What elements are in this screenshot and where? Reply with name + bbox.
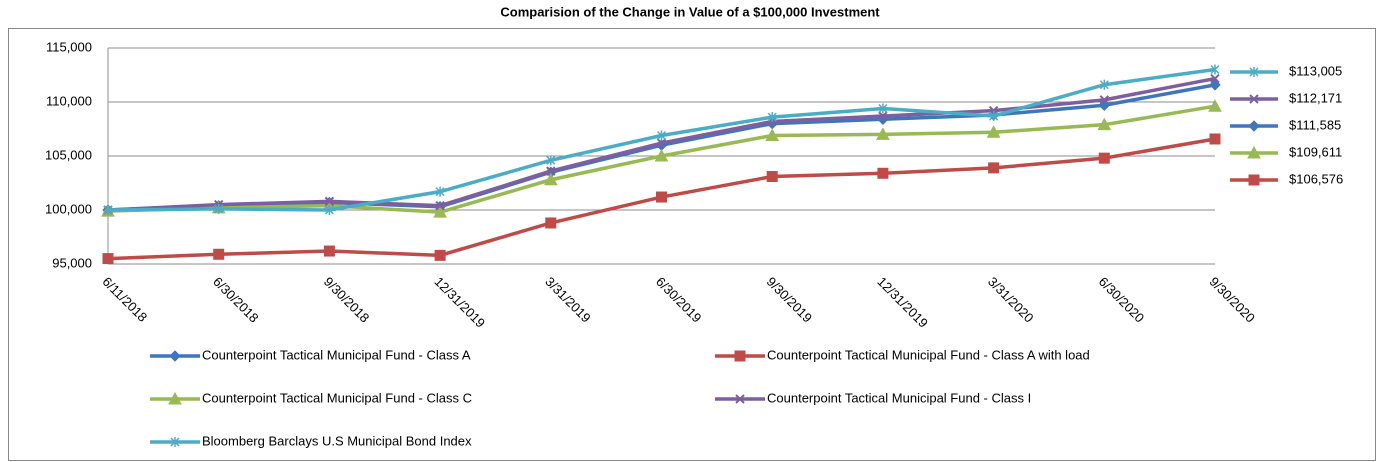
legend-label: Counterpoint Tactical Municipal Fund - C…: [767, 390, 1031, 405]
marker: [1208, 99, 1222, 112]
marker: [878, 111, 888, 121]
legend-label: Counterpoint Tactical Municipal Fund - C…: [202, 390, 472, 405]
chart-title: Comparision of the Change in Value of a …: [500, 4, 880, 19]
end-label: $113,005: [1289, 63, 1342, 78]
x-tick-label: 12/31/2019: [432, 274, 489, 331]
marker: [877, 167, 889, 179]
marker: [435, 186, 445, 197]
x-tick-label: 12/31/2019: [874, 274, 931, 331]
marker: [170, 437, 180, 447]
marker: [765, 128, 780, 141]
x-tick-label: 6/30/2020: [1096, 274, 1148, 326]
marker: [546, 166, 556, 176]
marker: [1249, 94, 1259, 104]
marker: [103, 205, 113, 215]
marker: [323, 245, 335, 257]
x-tick-label: 9/30/2020: [1206, 274, 1258, 326]
marker: [1097, 117, 1112, 131]
marker: [986, 125, 1001, 138]
marker: [656, 191, 667, 203]
marker: [1209, 133, 1221, 145]
x-tick-label: 6/30/2018: [210, 274, 262, 326]
marker: [546, 155, 556, 166]
marker: [1248, 120, 1260, 132]
marker: [545, 217, 557, 229]
marker: [1248, 174, 1260, 186]
marker: [1247, 145, 1261, 159]
x-tick-label: 9/30/2019: [764, 274, 816, 326]
marker: [988, 162, 1000, 174]
x-tick-label: 6/11/2018: [99, 274, 150, 325]
marker: [656, 130, 667, 141]
marker: [324, 205, 334, 215]
marker: [734, 350, 746, 362]
marker: [324, 196, 335, 207]
x-tick-label: 6/30/2019: [653, 274, 705, 326]
marker: [213, 248, 225, 260]
marker: [878, 103, 888, 114]
end-label: $106,576: [1289, 171, 1343, 186]
marker: [735, 394, 745, 404]
marker: [102, 253, 114, 265]
marker: [1210, 64, 1220, 75]
marker: [767, 112, 777, 123]
end-label: $111,585: [1289, 117, 1341, 132]
marker: [1210, 73, 1220, 84]
y-tick-label: 115,000: [46, 39, 92, 54]
marker: [434, 249, 446, 261]
end-label: $112,171: [1289, 90, 1342, 105]
marker: [168, 391, 182, 405]
y-tick-label: 95,000: [52, 255, 92, 270]
y-tick-label: 105,000: [45, 147, 92, 162]
chart-border: [8, 28, 1376, 461]
end-label: $109,611: [1289, 144, 1342, 159]
marker: [435, 200, 445, 211]
marker: [989, 111, 999, 122]
x-tick-label: 3/31/2019: [542, 274, 594, 326]
marker: [1249, 67, 1259, 77]
legend-label: Bloomberg Barclays U.S Municipal Bond In…: [202, 433, 472, 448]
marker: [1098, 152, 1110, 164]
marker: [1099, 95, 1110, 105]
y-tick-label: 110,000: [46, 93, 92, 108]
marker: [654, 148, 669, 162]
marker: [543, 172, 558, 186]
marker: [214, 203, 224, 214]
marker: [876, 127, 890, 140]
x-tick-label: 3/31/2020: [985, 274, 1037, 326]
marker: [1099, 79, 1109, 90]
legend-label: Counterpoint Tactical Municipal Fund - C…: [202, 347, 471, 362]
marker: [433, 205, 447, 218]
x-tick-label: 9/30/2018: [321, 274, 373, 326]
marker: [766, 171, 778, 183]
legend-label: Counterpoint Tactical Municipal Fund - C…: [767, 347, 1090, 362]
marker: [169, 350, 181, 362]
marker: [656, 138, 667, 148]
y-tick-label: 100,000: [45, 201, 92, 216]
